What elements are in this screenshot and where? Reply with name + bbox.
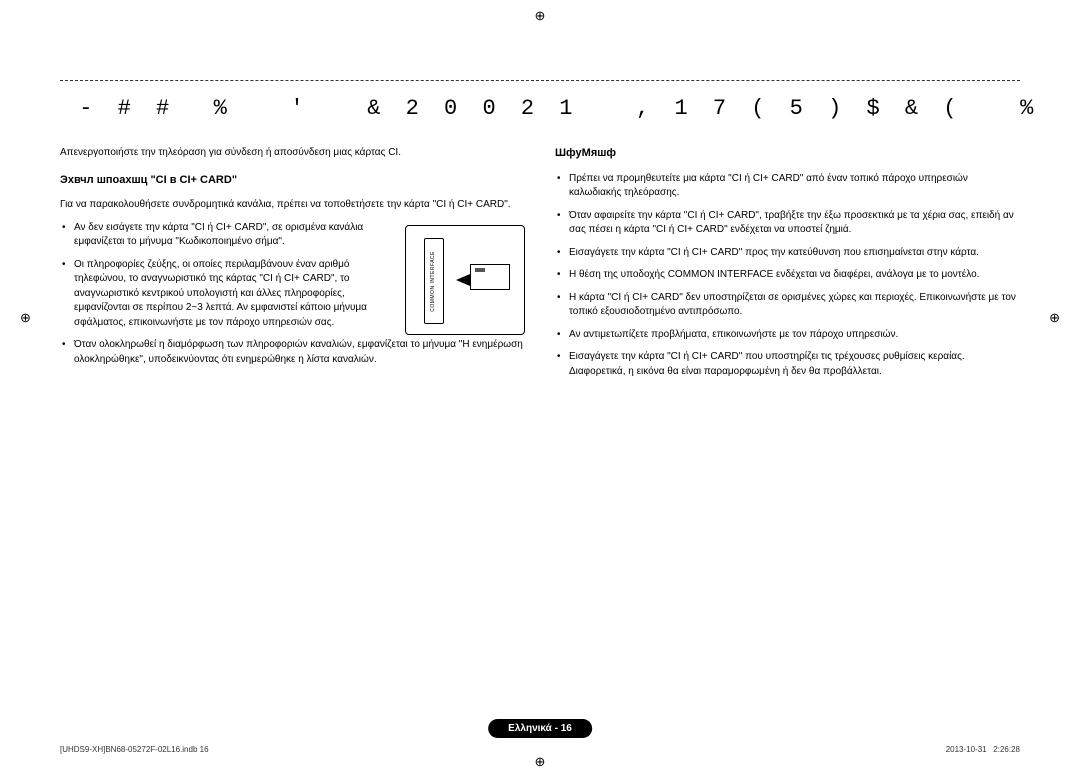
footline-date: 2013-10-31 [946,745,987,754]
list-item: Εισαγάγετε την κάρτα "CI ή CI+ CARD" προ… [555,246,1020,261]
registration-mark-right: ⊕ [1049,310,1060,326]
page-number-badge: Ελληνικά - 16 [488,719,592,738]
left-description: Για να παρακολουθήσετε συνδρομητικά κανά… [60,198,525,213]
left-bullet-list-top: Αν δεν εισάγετε την κάρτα "CI ή CI+ CARD… [60,221,393,339]
right-column: ШфуМяшф Πρέπει να προμηθευτείτε μια κάρτ… [555,146,1020,387]
list-item: Όταν ολοκληρωθεί η διαμόρφωση των πληροφ… [60,338,525,367]
registration-mark-left: ⊕ [20,310,31,326]
page-title: - # # % ' & 2 0 0 2 1 , 1 7 ( 5 ) $ & ( … [60,96,1020,121]
right-subhead: ШфуМяшф [555,146,1020,162]
list-item: Οι πληροφορίες ζεύξης, οι οποίες περιλαμ… [60,258,393,331]
list-item: Αν δεν εισάγετε την κάρτα "CI ή CI+ CARD… [60,221,393,250]
footline-filename: [UHDS9-XH]BN68-05272F-02L16.indb 16 [60,745,209,754]
left-bullets-with-diagram: Αν δεν εισάγετε την κάρτα "CI ή CI+ CARD… [60,221,525,339]
registration-mark-bottom: ⊕ [535,754,546,770]
list-item: Πρέπει να προμηθευτείτε μια κάρτα "CI ή … [555,172,1020,201]
title-separator [60,80,1020,81]
right-bullet-list: Πρέπει να προμηθευτείτε μια κάρτα "CI ή … [555,172,1020,380]
footline-timestamp: 2013-10-31 2:26:28 [946,745,1020,754]
slot-label: COMMON INTERFACE [430,251,437,312]
list-item: Αν αντιμετωπίζετε προβλήματα, επικοινωνή… [555,328,1020,343]
print-footline: [UHDS9-XH]BN68-05272F-02L16.indb 16 2013… [60,745,1020,754]
list-item: Εισαγάγετε την κάρτα "CI ή CI+ CARD" που… [555,350,1020,379]
left-column: Απενεργοποιήστε την τηλεόραση για σύνδεσ… [60,146,525,387]
intro-text: Απενεργοποιήστε την τηλεόραση για σύνδεσ… [60,146,525,161]
registration-mark-top: ⊕ [535,8,546,24]
document-page: ⊕ ⊕ ⊕ ⊕ - # # % ' & 2 0 0 2 1 , 1 7 ( 5 … [0,0,1080,780]
slot-illustration: COMMON INTERFACE [424,238,444,324]
left-subhead: Эхвчл шпоахшц "CI в CI+ CARD" [60,173,525,189]
card-slot-diagram: COMMON INTERFACE [405,225,525,335]
footline-time: 2:26:28 [993,745,1020,754]
left-bullet-list-full: Όταν ολοκληρωθεί η διαμόρφωση των πληροφ… [60,338,525,367]
list-item: Η κάρτα "CI ή CI+ CARD" δεν υποστηρίζετα… [555,291,1020,320]
list-item: Όταν αφαιρείτε την κάρτα "CI ή CI+ CARD"… [555,209,1020,238]
content-columns: Απενεργοποιήστε την τηλεόραση για σύνδεσ… [60,146,1020,387]
arrow-icon [456,274,470,286]
list-item: Η θέση της υποδοχής COMMON INTERFACE ενδ… [555,268,1020,283]
card-illustration [470,264,510,290]
